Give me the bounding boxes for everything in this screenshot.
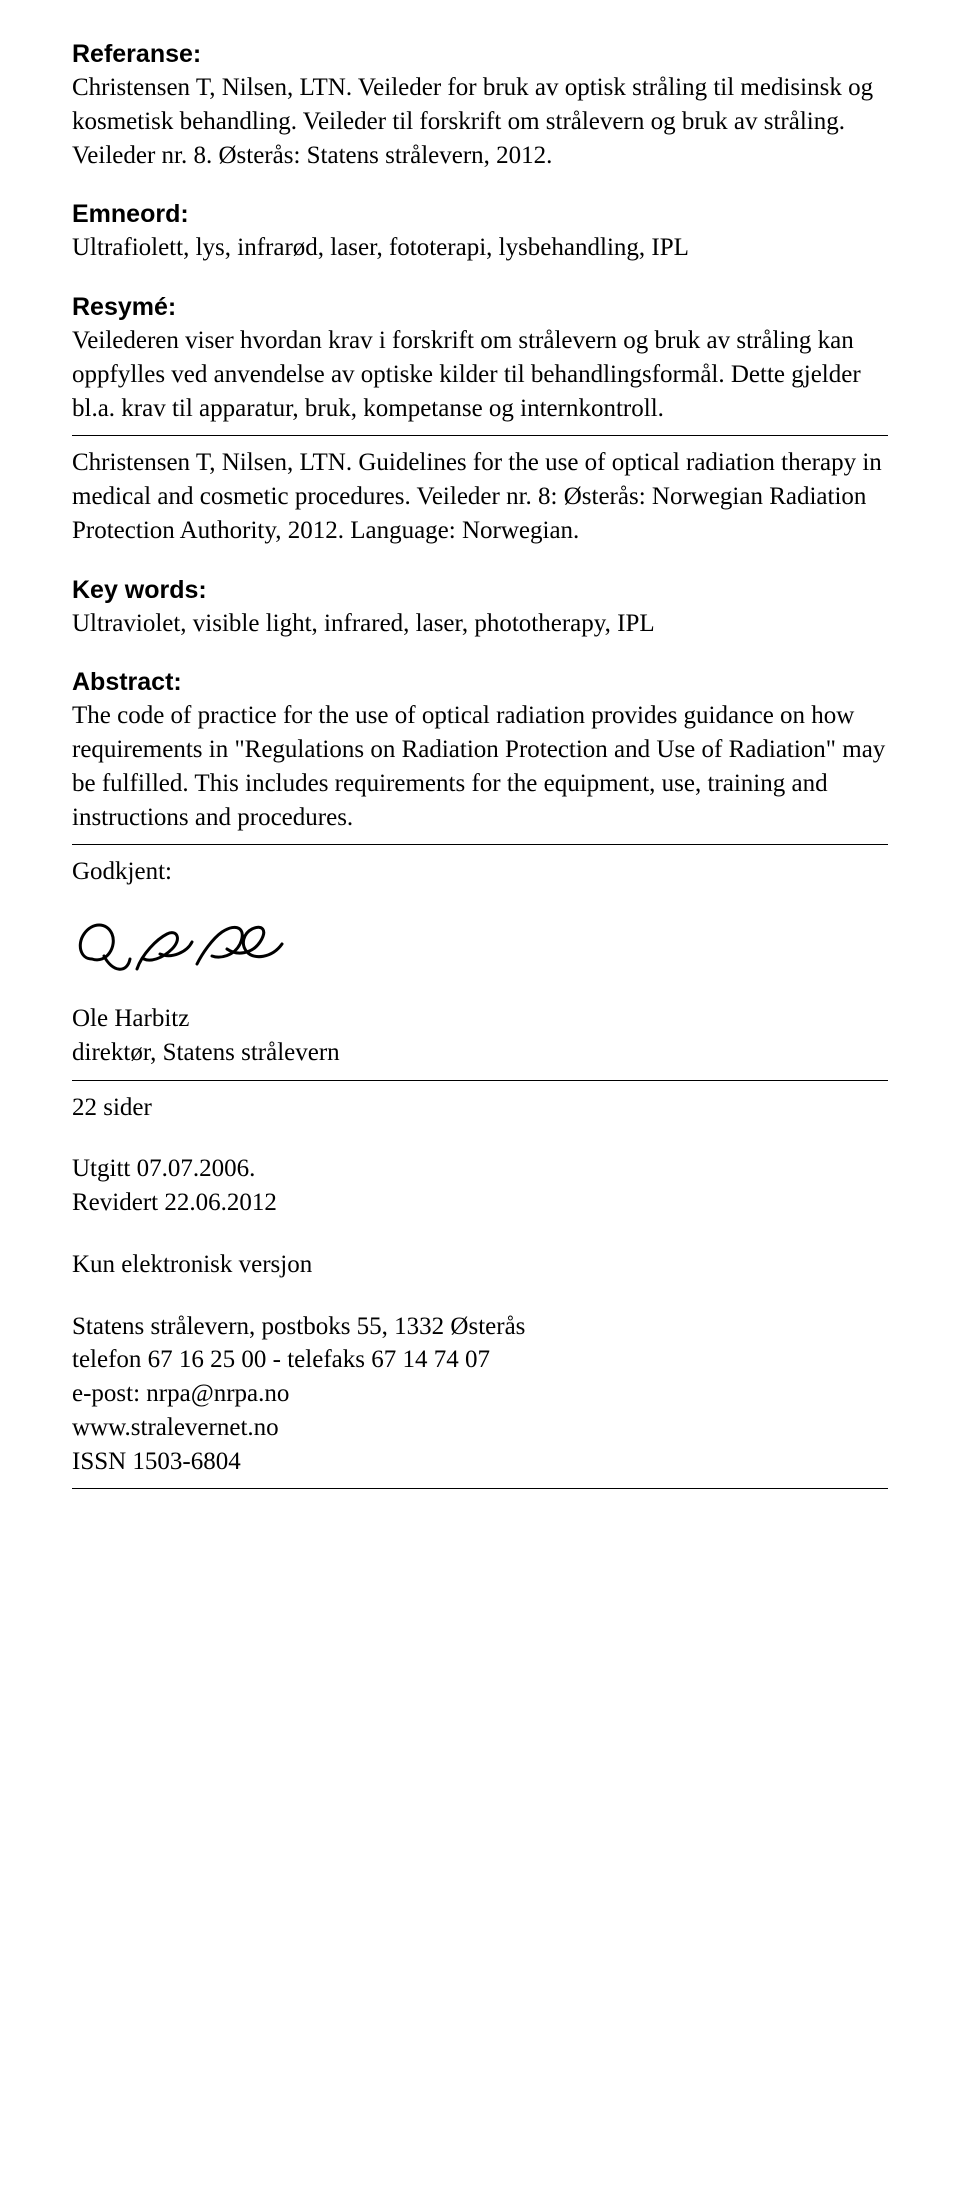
keywords-section: Key words: Ultraviolet, visible light, i… xyxy=(72,576,888,641)
resyme-text: Veilederen viser hvordan krav i forskrif… xyxy=(72,324,888,425)
resyme-section: Resymé: Veilederen viser hvordan krav i … xyxy=(72,293,888,425)
publisher-address: Statens strålevern, postboks 55, 1332 Øs… xyxy=(72,1310,888,1344)
pages-text: 22 sider xyxy=(72,1091,888,1125)
keywords-heading: Key words: xyxy=(72,576,888,605)
referanse-text: Christensen T, Nilsen, LTN. Veileder for… xyxy=(72,71,888,172)
signatory-title: direktør, Statens strålevern xyxy=(72,1036,888,1070)
emneord-text: Ultrafiolett, lys, infrarød, laser, foto… xyxy=(72,231,888,265)
versjon-text: Kun elektronisk versjon xyxy=(72,1248,888,1282)
keywords-text: Ultraviolet, visible light, infrared, la… xyxy=(72,607,888,641)
emneord-heading: Emneord: xyxy=(72,200,888,229)
emneord-section: Emneord: Ultrafiolett, lys, infrarød, la… xyxy=(72,200,888,265)
publisher-web: www.stralevernet.no xyxy=(72,1411,888,1445)
divider-2 xyxy=(72,844,888,845)
publisher-email: e-post: nrpa@nrpa.no xyxy=(72,1377,888,1411)
divider-3 xyxy=(72,1080,888,1081)
abstract-section: Abstract: The code of practice for the u… xyxy=(72,668,888,834)
revidert-text: Revidert 22.06.2012 xyxy=(72,1186,888,1220)
divider-1 xyxy=(72,435,888,436)
referanse-heading: Referanse: xyxy=(72,40,888,69)
resyme-heading: Resymé: xyxy=(72,293,888,322)
publisher-section: Statens strålevern, postboks 55, 1332 Øs… xyxy=(72,1310,888,1479)
signature-icon xyxy=(72,904,302,982)
signature-image xyxy=(72,904,888,982)
abstract-text: The code of practice for the use of opti… xyxy=(72,699,888,834)
divider-4 xyxy=(72,1488,888,1489)
english-ref-text: Christensen T, Nilsen, LTN. Guidelines f… xyxy=(72,446,888,547)
referanse-section: Referanse: Christensen T, Nilsen, LTN. V… xyxy=(72,40,888,172)
publisher-phone: telefon 67 16 25 00 - telefaks 67 14 74 … xyxy=(72,1343,888,1377)
godkjent-label: Godkjent: xyxy=(72,855,888,889)
utgitt-text: Utgitt 07.07.2006. xyxy=(72,1152,888,1186)
english-ref-section: Christensen T, Nilsen, LTN. Guidelines f… xyxy=(72,446,888,547)
signatory-name: Ole Harbitz xyxy=(72,1002,888,1036)
abstract-heading: Abstract: xyxy=(72,668,888,697)
publisher-issn: ISSN 1503-6804 xyxy=(72,1445,888,1479)
